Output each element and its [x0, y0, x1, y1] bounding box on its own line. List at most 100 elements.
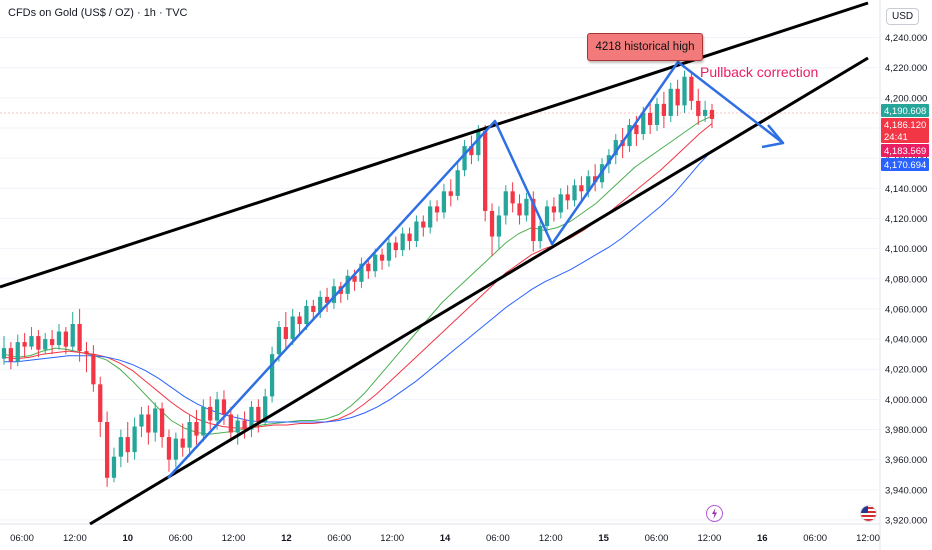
time-tick-label: 12:00: [856, 533, 880, 544]
price-tag: [881, 158, 929, 172]
price-tag-label: 4,186.120: [884, 120, 926, 131]
candle-body: [125, 437, 130, 453]
candle-body: [386, 242, 392, 261]
time-tick-label: 12: [281, 533, 292, 544]
price-tag: [881, 104, 929, 118]
candle-body: [462, 146, 467, 171]
candle-body: [359, 263, 364, 282]
price-tick-label: 4,240.000: [885, 33, 927, 44]
candle-body: [146, 414, 151, 433]
candle-body: [489, 210, 495, 237]
candle-body: [558, 194, 563, 213]
price-tag: [881, 118, 929, 144]
candle-body: [22, 342, 27, 347]
candle-body: [366, 263, 371, 272]
candle-body: [311, 305, 316, 312]
price-tag-label: 4,183.569: [884, 146, 926, 157]
candle-body: [208, 406, 213, 421]
candle-body: [318, 296, 323, 312]
price-tag: [881, 144, 929, 158]
candle-body: [689, 76, 694, 101]
time-tick-label: 06:00: [169, 533, 193, 544]
candle-body: [696, 100, 701, 116]
historical-high-text: 4218 historical high: [595, 41, 695, 53]
moving-average-line: [4, 150, 713, 423]
candle-body: [565, 194, 570, 201]
price-tick-label: 4,060.000: [885, 304, 927, 315]
candle-body: [455, 170, 460, 196]
candle-body: [242, 420, 247, 430]
candle-body: [111, 456, 117, 478]
candle-body: [613, 140, 618, 156]
candle-body: [641, 112, 646, 135]
us-flag-icon[interactable]: [860, 505, 877, 522]
candle-body: [70, 324, 75, 347]
moving-average-line: [3, 115, 713, 435]
candle-body: [276, 327, 282, 355]
candle-body: [235, 420, 240, 433]
candle-body: [648, 112, 653, 125]
candle-body: [228, 414, 233, 433]
time-tick-label: 12:00: [697, 533, 721, 544]
price-tick-label: 4,100.000: [885, 244, 927, 255]
candle-body: [15, 342, 20, 362]
candle-body: [132, 426, 137, 453]
candle-body: [263, 396, 268, 422]
wave-arrowhead: [761, 124, 785, 149]
candle-body: [469, 146, 474, 156]
price-tick-label: 3,920.000: [885, 516, 927, 527]
price-tick-label: 4,220.000: [885, 63, 927, 74]
upper-channel-line[interactable]: [0, 1, 869, 289]
candle-body: [627, 124, 632, 147]
candle-body: [675, 88, 680, 106]
candle-body: [91, 354, 96, 385]
candle-body: [324, 296, 330, 303]
candle-body: [634, 124, 639, 135]
candle-body: [434, 206, 440, 213]
time-tick-label: 10: [122, 533, 133, 544]
candle-body: [476, 131, 481, 156]
time-tick-label: 16: [757, 533, 768, 544]
candle-body: [572, 185, 577, 201]
historical-high-label: 4218 historical high: [587, 33, 703, 61]
candle-body: [414, 221, 419, 242]
candle-body: [709, 109, 715, 119]
lower-channel-line[interactable]: [89, 56, 869, 526]
candle-body: [331, 286, 337, 303]
time-tick-label: 12:00: [222, 533, 246, 544]
candle-body: [104, 422, 110, 478]
time-tick-label: 15: [598, 533, 609, 544]
time-tick-label: 06:00: [327, 533, 351, 544]
wave-path[interactable]: [167, 60, 784, 479]
candle-body: [29, 336, 34, 347]
currency-button[interactable]: USD: [886, 8, 920, 25]
time-tick-label: 06:00: [10, 533, 34, 544]
candle-body: [283, 327, 288, 340]
candle-body: [173, 438, 178, 460]
candle-body: [373, 254, 378, 272]
candle-body: [118, 437, 123, 457]
candle-body: [352, 275, 357, 282]
price-tick-label: 4,120.000: [885, 214, 927, 225]
candle-body: [256, 406, 261, 422]
candle-body: [538, 226, 543, 242]
candle-body: [682, 76, 687, 106]
candle-body: [63, 331, 68, 347]
time-tick-label: 06:00: [803, 533, 827, 544]
price-tick-label: 3,940.000: [885, 485, 927, 496]
candle-body: [654, 103, 660, 125]
candle-body: [187, 422, 192, 448]
candle-body: [483, 131, 488, 211]
time-tick-label: 12:00: [539, 533, 563, 544]
lightning-icon[interactable]: [706, 505, 723, 522]
candle-body: [448, 191, 453, 196]
candle-body: [221, 399, 227, 415]
chart-title: CFDs on Gold (US$ / OZ) · 1h · TVC: [8, 7, 188, 19]
candle-body: [531, 198, 536, 242]
candle-body: [379, 254, 385, 261]
candle-body: [400, 233, 405, 251]
candle-body: [304, 305, 309, 324]
time-tick-label: 06:00: [486, 533, 510, 544]
price-tick-label: 4,000.000: [885, 395, 927, 406]
